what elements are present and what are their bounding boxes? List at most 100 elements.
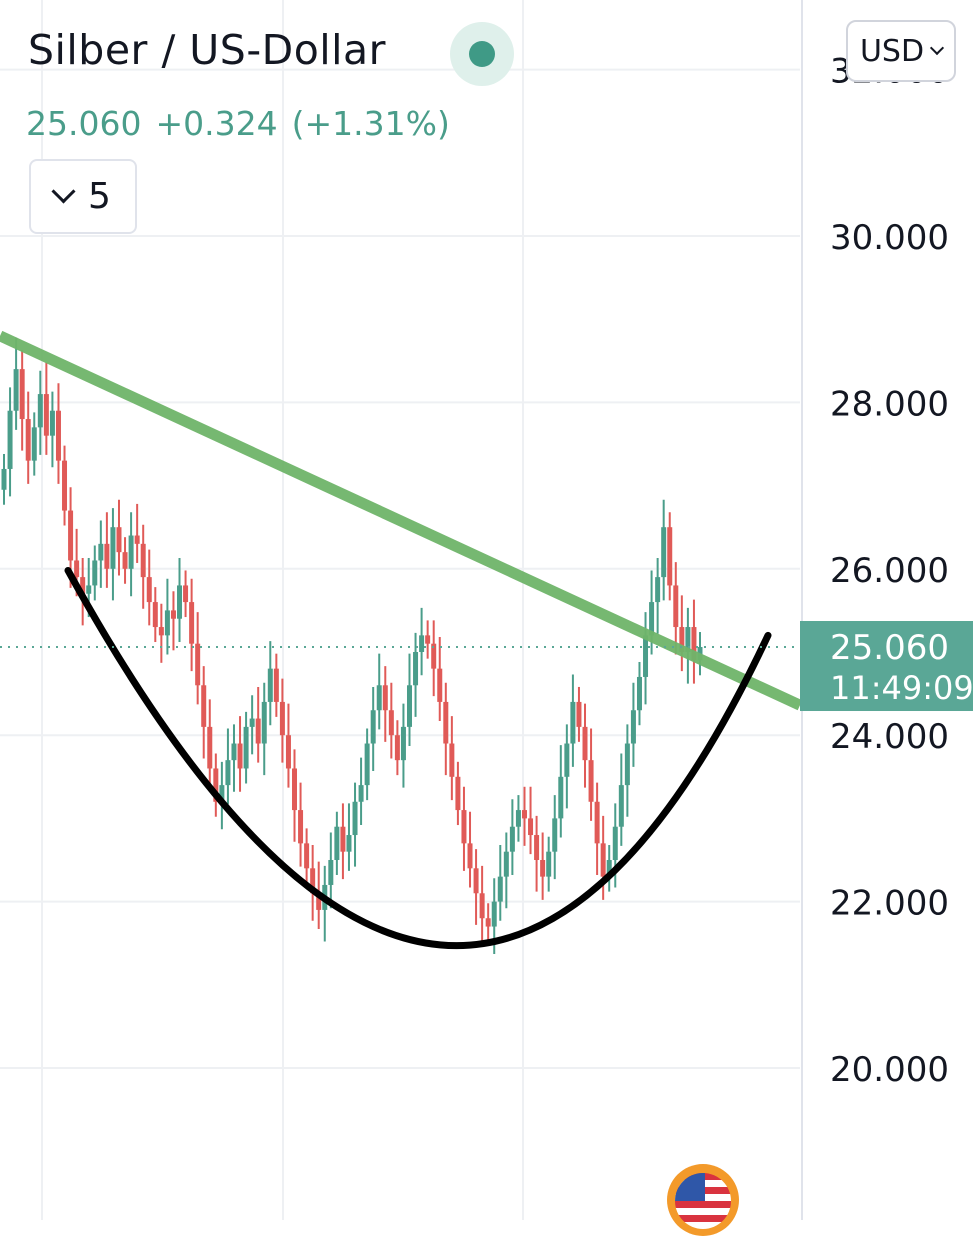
candle-body <box>419 635 425 652</box>
y-tick-label: 24.000 <box>830 717 949 757</box>
candle-body <box>370 710 376 744</box>
cup-curve[interactable] <box>64 566 772 950</box>
candle <box>540 832 546 900</box>
candle-body <box>213 768 219 802</box>
candle <box>564 724 570 809</box>
candle-body <box>643 635 649 677</box>
candle-body <box>667 527 673 586</box>
candle-body <box>606 860 612 877</box>
candle <box>279 678 285 763</box>
candle <box>394 720 400 776</box>
candle <box>304 828 310 884</box>
candle <box>437 637 443 722</box>
candle-body <box>19 369 25 420</box>
candle-body <box>43 394 49 436</box>
price-change-percent: (+1.31%) <box>291 104 450 143</box>
candle-body <box>552 818 558 852</box>
candle <box>134 503 140 563</box>
candle <box>618 753 624 846</box>
candle-body <box>491 901 497 927</box>
candle <box>237 716 243 792</box>
candle-body <box>279 701 285 736</box>
candle <box>19 349 25 451</box>
candle <box>25 391 31 484</box>
candle-body <box>570 701 576 744</box>
candle-body <box>62 460 68 511</box>
candle-body <box>55 410 61 461</box>
candle <box>570 674 576 767</box>
y-tick-label: 30.000 <box>830 218 949 258</box>
candle-body <box>479 893 485 919</box>
indicators-toggle-button[interactable]: 5 <box>29 159 137 234</box>
chevron-down-icon <box>51 179 76 204</box>
candle <box>207 699 213 792</box>
candle <box>104 512 110 588</box>
y-tick-label: 22.000 <box>830 884 949 924</box>
candle <box>552 795 558 880</box>
candle <box>406 653 412 747</box>
candle <box>673 562 679 655</box>
candle <box>164 578 170 655</box>
candle <box>534 815 540 892</box>
candle <box>461 786 467 871</box>
candle <box>1 453 7 505</box>
candle-body <box>382 685 388 711</box>
candle <box>467 811 473 888</box>
candle-body <box>455 776 461 811</box>
candle-body <box>31 427 37 461</box>
candle-body <box>316 893 322 910</box>
candle-body <box>207 726 213 769</box>
candle-body <box>376 685 382 711</box>
candle <box>624 724 630 817</box>
candle-body <box>219 785 225 802</box>
candle-body <box>201 685 207 727</box>
currency-label: USD <box>859 33 925 69</box>
candle <box>183 570 189 618</box>
us-flag-icon[interactable] <box>667 1164 739 1236</box>
currency-select[interactable]: USD <box>846 20 956 82</box>
candle <box>413 632 419 717</box>
symbol-title[interactable]: Silber / US-Dollar <box>28 26 387 74</box>
candle-body <box>292 768 298 811</box>
candle-body <box>509 826 515 852</box>
candle-body <box>346 835 352 852</box>
candle-body <box>13 369 19 411</box>
candle <box>328 832 334 909</box>
candle <box>122 537 128 584</box>
candle-body <box>534 835 540 860</box>
candle <box>98 520 104 588</box>
trendline[interactable] <box>0 330 803 711</box>
candle-body <box>249 718 255 727</box>
candle <box>201 666 207 759</box>
candle-body <box>140 543 146 578</box>
candle-body <box>98 543 104 561</box>
candle-body <box>394 735 400 761</box>
candle-body <box>437 668 443 702</box>
candle-body <box>1 468 7 490</box>
candle <box>388 682 394 759</box>
market-status-indicator[interactable] <box>450 22 514 86</box>
candle-body <box>497 876 503 902</box>
candle-body <box>661 527 667 578</box>
candle <box>261 682 267 776</box>
candle-body <box>679 627 685 652</box>
candle <box>582 703 588 788</box>
candle-body <box>449 743 455 777</box>
candle <box>588 728 594 821</box>
candle <box>485 903 491 942</box>
candle-body <box>340 826 346 852</box>
candle <box>443 682 449 776</box>
candle-body <box>600 843 606 877</box>
candle-body <box>7 410 13 469</box>
candle-body <box>461 810 467 844</box>
candle <box>110 508 116 601</box>
candle <box>340 803 346 880</box>
candle <box>636 661 642 726</box>
candle-body <box>406 685 412 727</box>
candle-body <box>473 868 479 894</box>
candle-body <box>636 676 642 711</box>
candle <box>346 803 352 871</box>
candle-body <box>413 652 419 686</box>
indicators-count: 5 <box>88 176 111 217</box>
